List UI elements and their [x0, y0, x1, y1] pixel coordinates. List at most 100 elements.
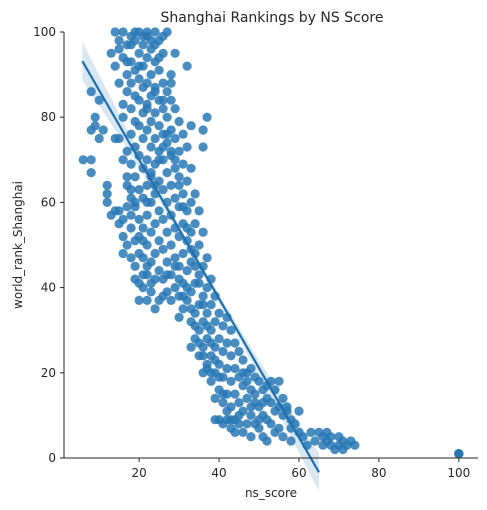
data-point [134, 185, 144, 195]
data-point [126, 223, 136, 233]
data-point [186, 163, 196, 173]
data-point [162, 112, 172, 122]
x-tick-label: 40 [211, 466, 226, 480]
data-point [114, 44, 124, 54]
data-point [178, 304, 188, 314]
data-point [206, 300, 216, 310]
data-point [146, 70, 156, 80]
data-point [150, 248, 160, 259]
data-point [210, 317, 220, 327]
data-point [122, 70, 132, 80]
data-point [310, 436, 320, 446]
data-point [254, 376, 264, 386]
data-point [202, 321, 212, 331]
data-point [90, 112, 100, 122]
data-point [118, 27, 128, 37]
data-point [130, 274, 140, 284]
data-point [138, 40, 148, 50]
data-point [306, 427, 316, 437]
data-point [202, 253, 212, 263]
data-point [246, 432, 256, 442]
data-point [106, 210, 116, 220]
data-point [194, 270, 204, 280]
data-point [122, 87, 132, 97]
data-point [226, 376, 236, 386]
x-tick-label: 100 [447, 466, 470, 480]
data-point [122, 146, 132, 156]
data-point [178, 159, 188, 169]
data-point [238, 355, 248, 365]
data-point [154, 53, 164, 63]
data-point [186, 197, 196, 207]
data-point [182, 283, 192, 293]
data-point [222, 338, 232, 348]
data-point [162, 27, 172, 37]
x-tick-label: 80 [371, 466, 386, 480]
data-point [94, 95, 104, 105]
regression-line [81, 60, 320, 473]
data-point [218, 398, 228, 408]
data-point [162, 129, 172, 139]
data-point [198, 227, 208, 237]
data-point [210, 355, 220, 365]
data-point [218, 321, 228, 331]
data-point [226, 325, 236, 335]
data-point [278, 393, 288, 403]
data-point [166, 78, 176, 88]
data-point [186, 304, 196, 314]
data-point [214, 334, 224, 344]
data-point [170, 283, 180, 293]
data-point [294, 406, 304, 416]
data-point [198, 142, 208, 152]
data-point [150, 40, 160, 50]
data-point [138, 270, 148, 280]
x-axis-label: ns_score [245, 486, 297, 500]
data-point [238, 427, 248, 437]
data-point [126, 210, 136, 220]
data-points [78, 27, 464, 459]
data-point [166, 70, 176, 80]
data-point [234, 410, 244, 420]
data-point [146, 287, 156, 297]
data-point [158, 104, 168, 114]
data-point [190, 189, 200, 199]
data-point [246, 363, 256, 374]
data-point [206, 376, 216, 386]
data-point [218, 389, 228, 399]
data-point [114, 35, 124, 46]
data-point [126, 78, 136, 88]
x-tick-label: 20 [131, 466, 146, 480]
data-point [142, 295, 152, 305]
data-point [134, 95, 144, 105]
data-point [206, 338, 216, 348]
data-point [158, 185, 168, 195]
data-point [138, 223, 148, 233]
data-point [190, 261, 200, 271]
data-point [146, 116, 156, 127]
data-point [86, 87, 96, 97]
data-point [150, 108, 160, 118]
data-point [142, 197, 152, 207]
data-point [274, 376, 284, 386]
data-point [114, 78, 124, 88]
data-point [350, 440, 360, 450]
data-point [174, 180, 184, 190]
data-point [118, 231, 128, 242]
data-point [118, 155, 128, 165]
y-axis-ticks: 0 20 40 60 80 100 [33, 25, 64, 465]
y-tick-label: 60 [41, 195, 56, 209]
data-point [126, 104, 136, 114]
data-point [86, 168, 96, 178]
data-point [134, 295, 144, 305]
data-point [190, 321, 200, 331]
data-point [210, 393, 220, 403]
data-point [250, 389, 260, 399]
data-point [154, 121, 164, 131]
data-point [158, 244, 168, 254]
data-point [202, 112, 212, 122]
data-point [110, 61, 120, 71]
data-point [178, 291, 188, 301]
data-point [130, 261, 140, 271]
data-point [254, 415, 264, 425]
data-point [170, 48, 180, 58]
